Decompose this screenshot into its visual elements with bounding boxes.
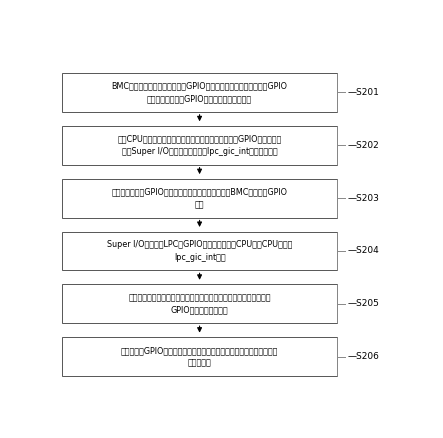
Bar <box>62 232 337 270</box>
Bar <box>62 179 337 218</box>
Text: —S201: —S201 <box>347 88 379 97</box>
Text: 进入系统中驱动程序注册的中断响应程序，识别出产生了中断信号的
GPIO，并进行计数处理: 进入系统中驱动程序注册的中断响应程序，识别出产生了中断信号的 GPIO，并进行计… <box>128 293 271 314</box>
Text: —S206: —S206 <box>347 352 379 361</box>
Text: —S204: —S204 <box>347 247 379 255</box>
Text: 启动应用程序，GPIO输入脚的脚位产生下降沿变化，BMC芯片产生GPIO
中断: 启动应用程序，GPIO输入脚的脚位产生下降沿变化，BMC芯片产生GPIO 中断 <box>112 187 288 209</box>
Text: BMC芯片中设有用于检测中断的GPIO寄存器，配置用于检测中断的GPIO
寄存器，使得输入GPIO的信号下降沿产生中断: BMC芯片中设有用于检测中断的GPIO寄存器，配置用于检测中断的GPIO 寄存器… <box>112 82 288 103</box>
Bar <box>62 126 337 165</box>
Text: —S202: —S202 <box>347 141 379 150</box>
Text: —S203: —S203 <box>347 194 379 203</box>
Bar <box>62 337 337 376</box>
Text: 使得CPU里运行的程序进入系统，在系统里自动加载与GPIO中断处理相
关的Super I/O设备的驱动，注册lpc_gic_int中断处理程序: 使得CPU里运行的程序进入系统，在系统里自动加载与GPIO中断处理相 关的Sup… <box>117 134 282 156</box>
Text: 通过运行的GPIO中断处理应用程序，获取驱动程序中中断计数值并显示
中断计数值: 通过运行的GPIO中断处理应用程序，获取驱动程序中中断计数值并显示 中断计数值 <box>121 346 278 367</box>
Bar <box>62 284 337 323</box>
Text: Super I/O设备通过LPC将GPIO中断信息传送给CPU，在CPU中产生
lpc_gic_int中断: Super I/O设备通过LPC将GPIO中断信息传送给CPU，在CPU中产生 … <box>107 240 292 262</box>
Bar <box>62 73 337 112</box>
Text: —S205: —S205 <box>347 299 379 308</box>
